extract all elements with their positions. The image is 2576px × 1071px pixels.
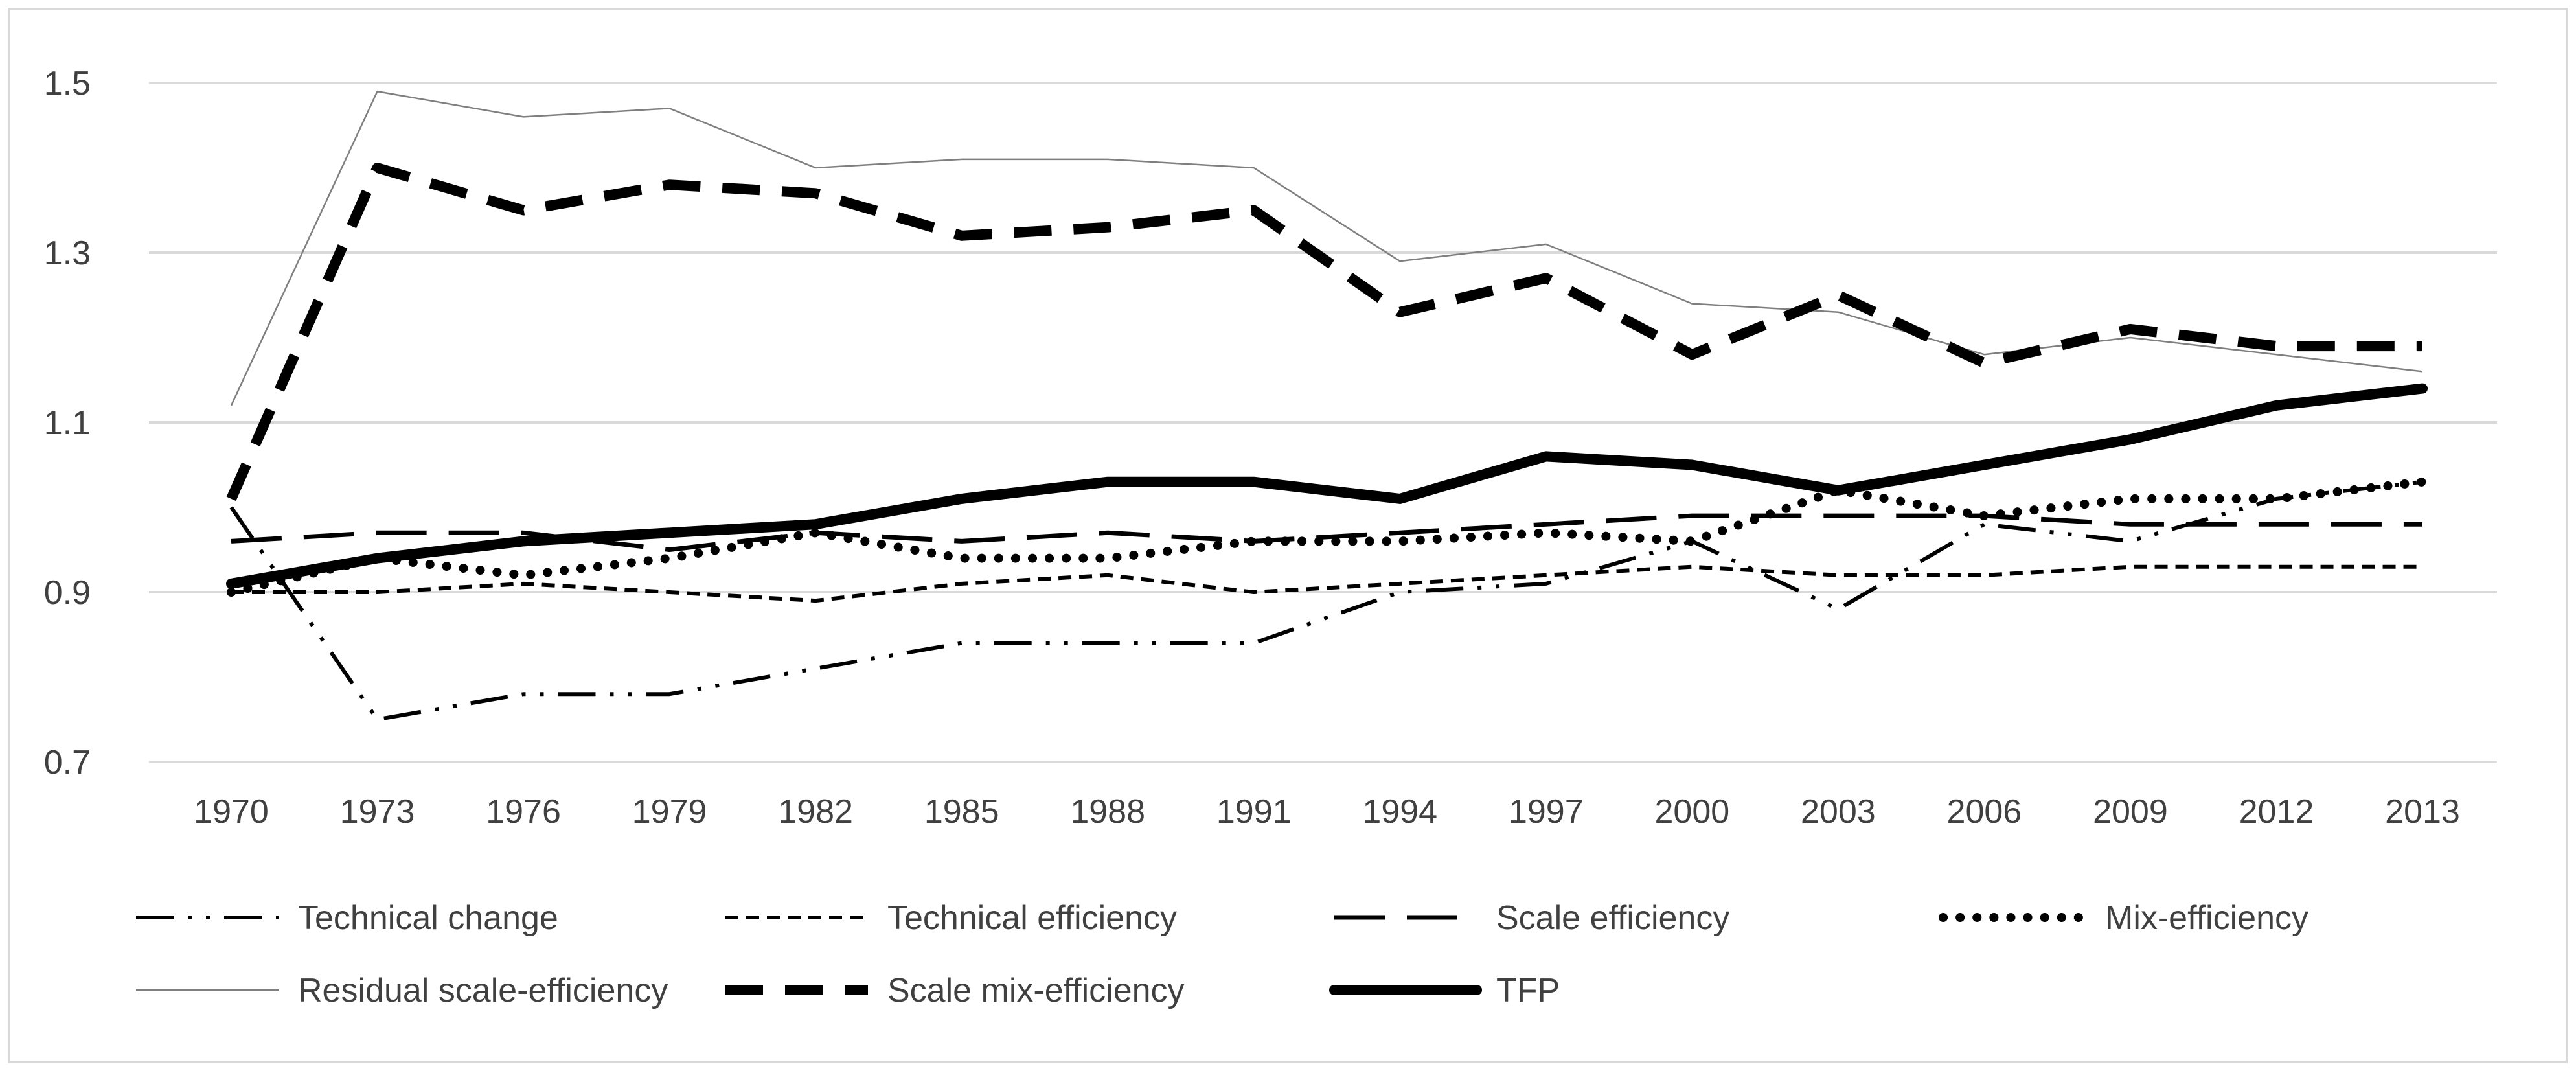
legend: Technical change Technical efficiency Scal… — [136, 899, 2308, 1009]
legend-label-mix-efficiency: Mix-efficiency — [2105, 899, 2308, 937]
x-tick-label-1991: 1991 — [1216, 793, 1292, 831]
series-line-tfp — [226, 383, 2428, 589]
y-axis-tick-labels: 0.7 0.9 1.1 1.3 1.5 — [44, 65, 91, 781]
legend-label-scale-efficiency: Scale efficiency — [1496, 899, 1729, 937]
series-line-technical-efficiency — [231, 564, 2422, 603]
x-tick-label-1973: 1973 — [340, 793, 415, 831]
x-tick-label-1997: 1997 — [1509, 793, 1584, 831]
y-tick-label-1-5: 1.5 — [44, 65, 91, 102]
y-tick-label-1-1: 1.1 — [44, 404, 91, 442]
series-line-technical-change — [229, 479, 2423, 722]
y-tick-label-0-9: 0.9 — [44, 574, 91, 612]
x-tick-label-1994: 1994 — [1362, 793, 1437, 831]
legend-label-scale-mix-efficiency: Scale mix-efficiency — [887, 972, 1185, 1009]
x-tick-label-2006: 2006 — [1947, 793, 2022, 831]
legend-label-technical-efficiency: Technical efficiency — [887, 899, 1177, 937]
x-tick-label-2000: 2000 — [1654, 793, 1729, 831]
legend-label-tfp: TFP — [1496, 972, 1560, 1009]
x-tick-label-1970: 1970 — [194, 793, 269, 831]
series-line-residual-scale-efficiency — [230, 90, 2423, 406]
x-tick-label-1985: 1985 — [924, 793, 999, 831]
legend-label-technical-change: Technical change — [298, 899, 558, 937]
x-tick-label-1982: 1982 — [778, 793, 853, 831]
y-tick-label-1-3: 1.3 — [44, 235, 91, 272]
x-tick-label-1979: 1979 — [632, 793, 707, 831]
series-line-scale-mix-efficiency — [226, 163, 2422, 501]
x-tick-label-2012: 2012 — [2239, 793, 2314, 831]
x-tick-label-1976: 1976 — [486, 793, 561, 831]
gridlines — [149, 82, 2497, 763]
x-tick-label-2013: 2013 — [2385, 793, 2460, 831]
series-line-mix-efficiency — [227, 477, 2427, 597]
legend-label-residual-scale-efficiency: Residual scale-efficiency — [298, 972, 668, 1009]
x-axis-tick-labels: 1970 1973 1976 1979 1982 1985 1988 1991 1994 1997… — [194, 793, 2460, 831]
x-tick-label-2009: 2009 — [2093, 793, 2168, 831]
x-tick-label-1988: 1988 — [1070, 793, 1145, 831]
series-lines — [226, 90, 2428, 722]
x-tick-label-2003: 2003 — [1801, 793, 1876, 831]
y-tick-label-0-7: 0.7 — [44, 744, 91, 781]
